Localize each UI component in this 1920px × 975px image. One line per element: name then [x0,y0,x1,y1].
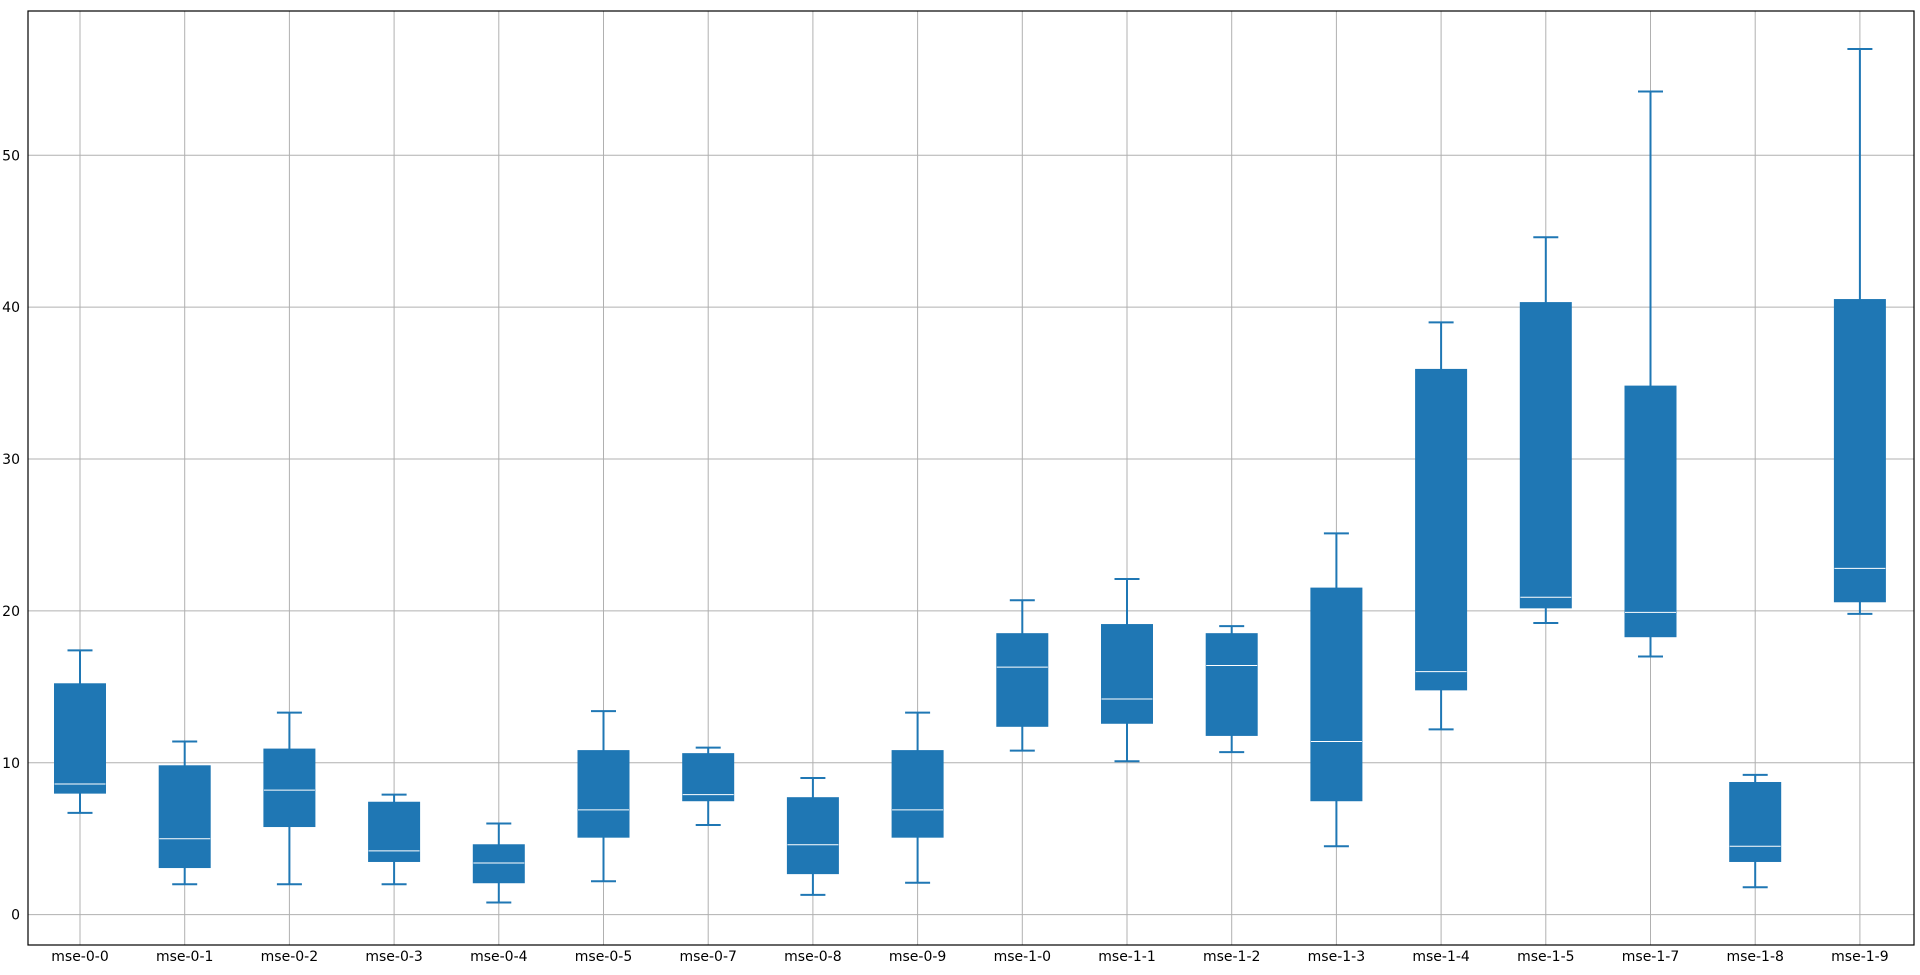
box-body [891,750,944,838]
y-tick-label: 20 [2,604,20,620]
box-mse-0-7 [682,746,735,827]
box-mse-1-2 [1205,625,1258,754]
box-body [1205,633,1258,736]
box-body [1729,781,1782,862]
x-tick-label: mse-1-2 [1203,949,1260,965]
x-tick-label: mse-0-3 [365,949,422,965]
box-mse-1-1 [1101,577,1153,763]
y-tick-label: 50 [2,148,20,164]
y-tick-label: 40 [2,300,20,316]
x-tick-label: mse-0-0 [51,949,108,965]
box-body [368,801,421,862]
box-body [1833,299,1886,603]
x-tick-label: mse-1-0 [994,949,1051,965]
x-tick-label: mse-1-8 [1726,949,1783,965]
boxes [54,47,1886,904]
x-tick-label: mse-0-5 [575,949,632,965]
box-mse-0-2 [263,711,316,886]
axes-frame [27,10,1915,946]
box-mse-0-9 [891,711,944,884]
box-body [158,765,211,869]
x-tick-label: mse-1-7 [1622,949,1679,965]
box-mse-1-8 [1729,773,1782,889]
x-tick-label: mse-1-1 [1098,949,1155,965]
box-body [1519,302,1572,609]
box-body [682,753,735,802]
box-body [996,633,1049,727]
box-mse-1-9 [1833,47,1886,615]
box-body [786,797,839,875]
x-tick-label: mse-0-2 [261,949,318,965]
box-body [1415,368,1468,691]
y-tick-label: 30 [2,452,20,468]
y-tick-label: 10 [2,756,20,772]
x-tick-label: mse-1-4 [1412,949,1470,965]
x-tick-label: mse-0-1 [156,949,213,965]
box-body [263,748,316,828]
box-mse-0-3 [368,793,421,886]
tick-labels: 0 10 20 30 40 50 mse-0-0 mse-0-1 mse-0-2 mse-0-3 m… [2,148,1888,965]
x-tick-label: mse-0-4 [470,949,528,965]
box-mse-1-3 [1310,532,1363,848]
box-mse-1-0 [996,599,1049,752]
x-tick-label: mse-1-3 [1308,949,1365,965]
x-tick-label: mse-1-9 [1831,949,1888,965]
box-body [1101,624,1153,724]
box-mse-0-4 [472,822,525,904]
box-mse-1-4 [1415,321,1468,731]
box-mse-0-1 [158,740,211,886]
x-tick-label: mse-1-5 [1517,949,1574,965]
box-mse-0-0 [54,649,106,814]
box-body [1624,385,1677,638]
box-mse-1-5 [1519,236,1572,625]
box-body [577,750,630,838]
box-mse-1-7 [1624,90,1677,658]
box-body [54,683,106,794]
box-body [472,844,525,884]
x-tick-label: mse-0-8 [784,949,841,965]
x-tick-label: mse-0-9 [889,949,946,965]
box-mse-0-5 [577,710,630,883]
box-body [1310,587,1363,802]
box-mse-0-8 [786,776,839,896]
x-tick-label: mse-0-7 [679,949,736,965]
y-tick-label: 0 [11,908,20,924]
